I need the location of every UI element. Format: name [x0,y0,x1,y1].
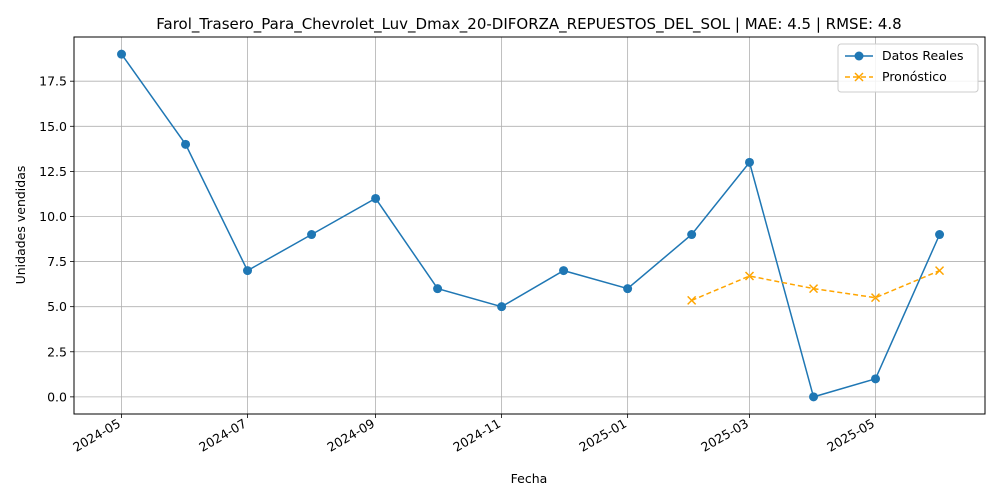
data-point-real [935,230,945,240]
y-tick-label: 0.0 [47,389,67,404]
legend-label-forecast: Pronóstico [882,69,947,84]
y-tick-label: 12.5 [39,164,67,179]
data-point-real [181,139,191,149]
series-line-forecast [691,269,940,302]
data-point-real [307,230,317,240]
y-tick-label: 2.5 [47,344,67,359]
legend: Datos Reales Pronóstico [837,43,979,93]
data-point-real [559,266,569,276]
y-tick-label: 17.5 [39,74,67,89]
data-point-real [623,284,633,294]
legend-marker-real [854,51,864,61]
plot-frame [73,36,986,415]
data-point-forecast [935,266,945,276]
data-point-real [687,230,697,240]
y-tick-label: 10.0 [39,209,67,224]
y-tick-label: 5.0 [47,299,67,314]
data-point-real [433,284,443,294]
data-point-forecast [809,284,819,294]
data-point-real [809,392,819,402]
data-point-real [745,157,755,167]
y-axis-ticks: 0.0 2.5 5.0 7.5 10.0 12.5 15.0 17.5 [39,74,74,404]
grid-lines [74,37,985,414]
y-tick-label: 7.5 [47,254,67,269]
y-axis-title: Unidades vendidas [13,166,28,285]
legend-marker-forecast [854,72,864,82]
chart-title: Farol_Trasero_Para_Chevrolet_Luv_Dmax_20… [156,15,901,34]
series-layer [117,49,945,402]
data-point-forecast [870,293,881,303]
data-point-real [497,302,507,312]
data-point-real [243,266,253,276]
data-point-real [871,374,881,384]
data-point-real [371,193,381,203]
data-point-forecast [744,271,755,281]
x-axis-title: Fecha [511,471,548,486]
y-tick-label: 15.0 [39,119,67,134]
series-line-real [120,53,941,398]
data-point-real [117,49,127,59]
legend-label-real: Datos Reales [882,48,963,63]
data-point-forecast [687,295,697,305]
